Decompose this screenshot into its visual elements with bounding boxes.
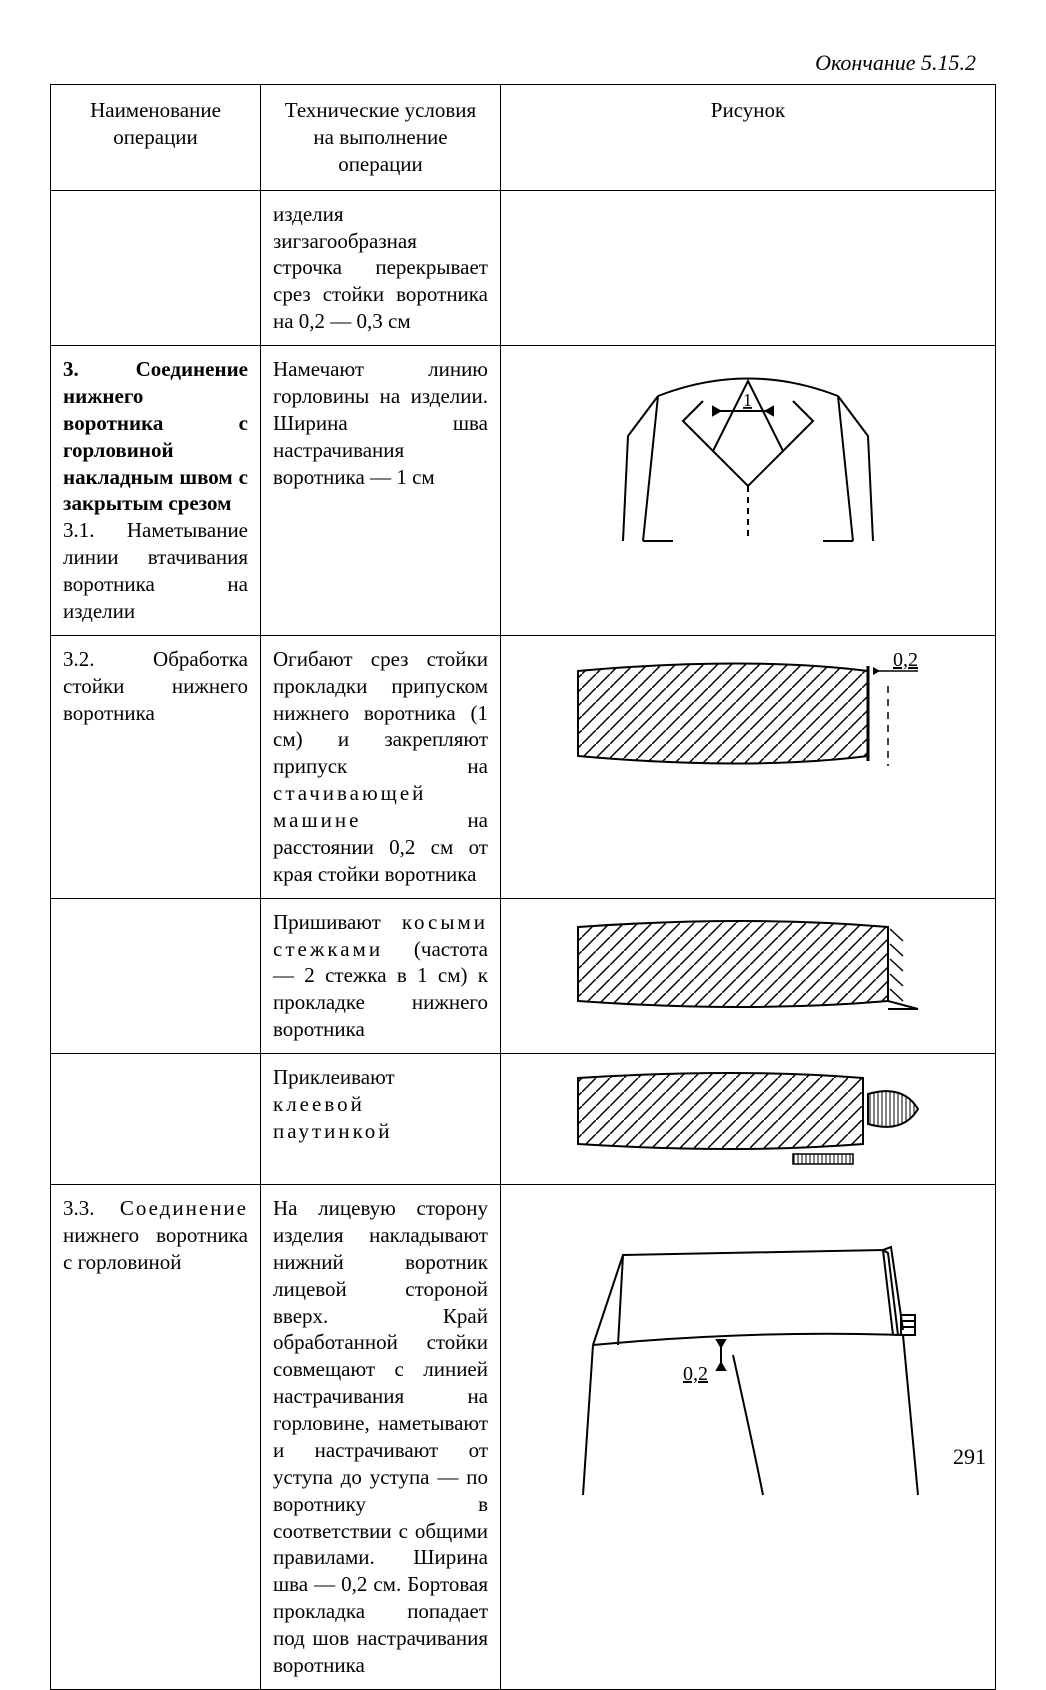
collar-join-icon: 0,2 — [563, 1195, 933, 1505]
t: Приклеивают — [273, 1065, 395, 1089]
cell-figure — [501, 1054, 996, 1185]
col-header-tech: Технические условия на выполнение операц… — [261, 85, 501, 191]
col-name-l1: Наименование — [90, 98, 221, 122]
cell-tech: изделия зигзагообразная строчка перекрыв… — [261, 190, 501, 345]
cell-figure — [501, 898, 996, 1053]
cell-name — [51, 190, 261, 345]
t: 3.3. — [63, 1196, 120, 1220]
cell-name: 3. Соединение нижнего воротника с горлов… — [51, 346, 261, 636]
cell-figure: 0,2 — [501, 635, 996, 898]
t: нижнего воротника с горловиной — [63, 1223, 248, 1274]
table-row: Пришивают косыми стежками (частота — 2 с… — [51, 898, 996, 1053]
hatch-panel-web-icon — [568, 1064, 928, 1174]
hatch-panel-icon: 0,2 — [568, 646, 928, 786]
col-tech-l1: Технические условия — [285, 98, 476, 122]
cell-figure: 0,2 — [501, 1185, 996, 1690]
header-row: Наименование операции Технические услови… — [51, 85, 996, 191]
table-row: 3.3. Соединение нижнего воротника с горл… — [51, 1185, 996, 1690]
col-header-figure: Рисунок — [501, 85, 996, 191]
t: машине — [273, 808, 361, 832]
t: Соединение — [120, 1196, 248, 1220]
table-row: 3. Соединение нижнего воротника с горлов… — [51, 346, 996, 636]
table-row: изделия зигзагообразная строчка перекрыв… — [51, 190, 996, 345]
t: клеевой — [273, 1092, 365, 1116]
t: косыми — [402, 910, 488, 934]
cell-figure — [501, 190, 996, 345]
operations-table: Наименование операции Технические услови… — [50, 84, 996, 1690]
col-header-name: Наименование операции — [51, 85, 261, 191]
t: стачивающей — [273, 781, 426, 805]
cell-tech: Огибают срез стойки прокладки припуском … — [261, 635, 501, 898]
jacket-icon: 1 — [598, 356, 898, 546]
figure-label: 0,2 — [893, 649, 918, 671]
cell-name: 3.2. Обработка стойки нижнего воротника — [51, 635, 261, 898]
col-tech-l2: на выполнение операции — [313, 125, 447, 176]
cell-tech: Пришивают косыми стежками (частота — 2 с… — [261, 898, 501, 1053]
table-row: Приклеивают клеевой паутинкой — [51, 1054, 996, 1185]
t: Огибают срез стойки прокладки припуском … — [273, 647, 488, 779]
figure-label: 1 — [743, 390, 752, 410]
op-title-bold: 3. Соединение нижнего воротника с горлов… — [63, 357, 248, 515]
cell-tech: Намечают линию горловины на изделии. Шир… — [261, 346, 501, 636]
cell-figure: 1 — [501, 346, 996, 636]
hatch-panel-icon — [568, 909, 928, 1019]
op-subtitle: 3.1. Наметывание линии втачивания воротн… — [63, 518, 248, 623]
continuation-label: Окончание 5.15.2 — [50, 50, 976, 76]
table-row: 3.2. Обработка стойки нижнего воротника … — [51, 635, 996, 898]
col-name-l2: операции — [113, 125, 198, 149]
t: стежками — [273, 937, 383, 961]
cell-name — [51, 898, 261, 1053]
t: паутинкой — [273, 1119, 393, 1143]
cell-name: 3.3. Соединение нижнего воротника с горл… — [51, 1185, 261, 1690]
t: Пришивают — [273, 910, 402, 934]
cell-tech: Приклеивают клеевой паутинкой — [261, 1054, 501, 1185]
page: Окончание 5.15.2 Наименование операции Т… — [0, 0, 1046, 1500]
page-number: 291 — [953, 1444, 986, 1470]
cell-tech: На лицевую сторону изделия накладывают н… — [261, 1185, 501, 1690]
figure-label: 0,2 — [683, 1363, 708, 1385]
cell-name — [51, 1054, 261, 1185]
